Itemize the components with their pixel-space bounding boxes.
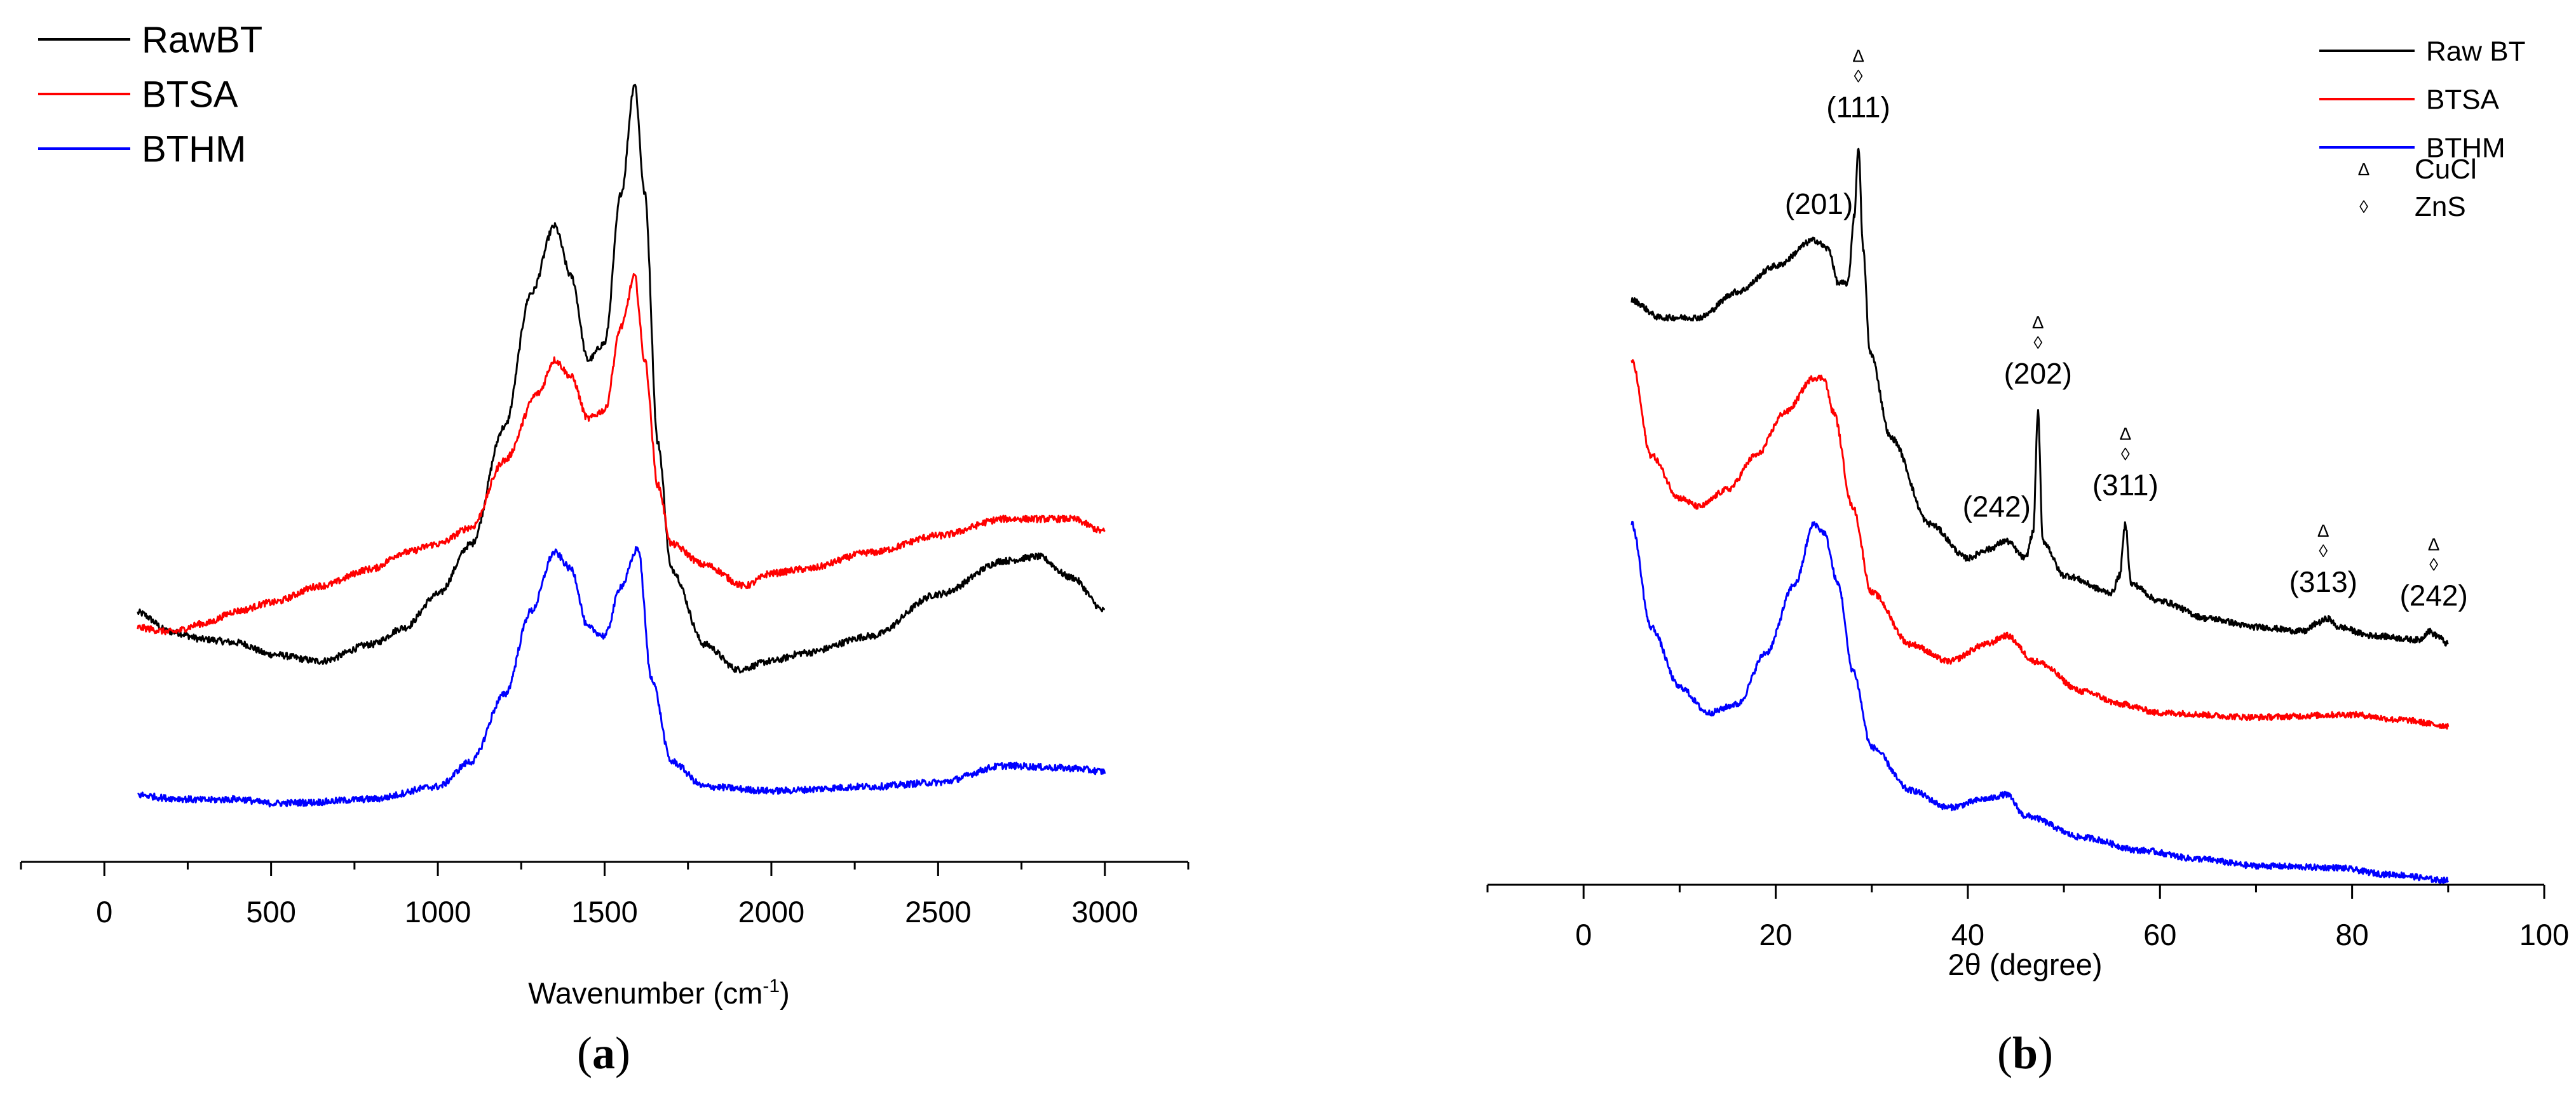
peak-label: (201) xyxy=(1785,187,1853,220)
panel-b-series-btsa-line xyxy=(1630,359,2450,730)
panel-a-x-tick-label: 1000 xyxy=(405,895,471,929)
panel-a-x-tick-label: 0 xyxy=(96,895,112,929)
peak-label: (313) xyxy=(2289,565,2357,598)
legend-label-zns: ZnS xyxy=(2415,191,2466,222)
zns-marker: ◊ xyxy=(2429,554,2438,574)
panel-b-x-axis-title: 2θ (degree) xyxy=(1948,948,2103,981)
cucl-marker: Δ xyxy=(2317,521,2329,541)
panel-a-label: (a) xyxy=(577,1028,630,1078)
panel-b-label: (b) xyxy=(1997,1028,2053,1078)
legend-label-bthm: BTHM xyxy=(142,128,246,170)
panel-b-x-tick-label: 40 xyxy=(1951,918,1984,951)
legend-label-btsa: BTSA xyxy=(2426,84,2500,115)
panel-a-legend: RawBT BTSA BTHM xyxy=(38,19,262,170)
legend-label-bthm: BTHM xyxy=(2426,132,2505,163)
panel-b-x-tick-label: 100 xyxy=(2519,918,2569,951)
panel-a-chart: 0 500 1000 1500 2000 2500 3000 Wavenumber (cm-… xyxy=(20,19,1190,1078)
panel-a-x-tick-label: 1500 xyxy=(571,895,638,929)
zns-marker: ◊ xyxy=(2121,445,2130,464)
legend-label-rawbt: RawBT xyxy=(142,19,262,60)
panel-b-x-tick-label: 60 xyxy=(2143,918,2176,951)
legend-label-raw-bt: Raw BT xyxy=(2426,36,2525,67)
panel-b-x-tick-label: 20 xyxy=(1759,918,1792,951)
panel-a-x-tick-label: 500 xyxy=(246,895,295,929)
zns-marker: ◊ xyxy=(1854,66,1863,86)
panel-a-series-btsa-line xyxy=(137,272,1106,636)
peak-label: (311) xyxy=(2092,469,2159,502)
panel-b-x-tick-label: 80 xyxy=(2335,918,2368,951)
zns-marker: ◊ xyxy=(2033,333,2042,353)
legend-label-btsa: BTSA xyxy=(142,74,238,115)
legend-marker-zns: ◊ xyxy=(2359,197,2368,217)
panel-b-legend: Raw BT BTSA BTHM Δ CuCl ◊ ZnS xyxy=(2319,36,2525,222)
cucl-marker: Δ xyxy=(2119,424,2131,444)
cucl-marker: Δ xyxy=(1852,46,1864,65)
cucl-marker: Δ xyxy=(2428,534,2440,554)
peak-label: (111) xyxy=(1826,90,1890,123)
panel-b-series-raw-bt-line xyxy=(1630,147,2449,647)
panel-a-x-tick-label: 2500 xyxy=(905,895,972,929)
panel-b-chart: 0 20 40 60 80 100 2θ (degree) (b) (111)◊Δ(201… xyxy=(1486,36,2569,1078)
zns-marker: ◊ xyxy=(2319,541,2328,561)
peak-label: (242) xyxy=(1963,490,2031,523)
panel-a-x-axis-title: Wavenumber (cm-1) xyxy=(528,976,789,1010)
panel-a-x-tick-label: 2000 xyxy=(738,895,805,929)
panel-a-series-bthm-line xyxy=(137,546,1106,808)
legend-marker-cucl: Δ xyxy=(2358,159,2370,179)
peak-label: (202) xyxy=(2004,357,2072,390)
peak-label: (242) xyxy=(2399,579,2467,612)
legend-label-cucl: CuCl xyxy=(2415,154,2477,185)
panel-a-x-tick-label: 3000 xyxy=(1072,895,1139,929)
panel-b-series-bthm-line xyxy=(1630,520,2450,885)
cucl-marker: Δ xyxy=(2032,312,2044,332)
panel-a-series-rawbt-line xyxy=(137,83,1106,674)
panel-b-x-tick-label: 0 xyxy=(1575,918,1592,951)
